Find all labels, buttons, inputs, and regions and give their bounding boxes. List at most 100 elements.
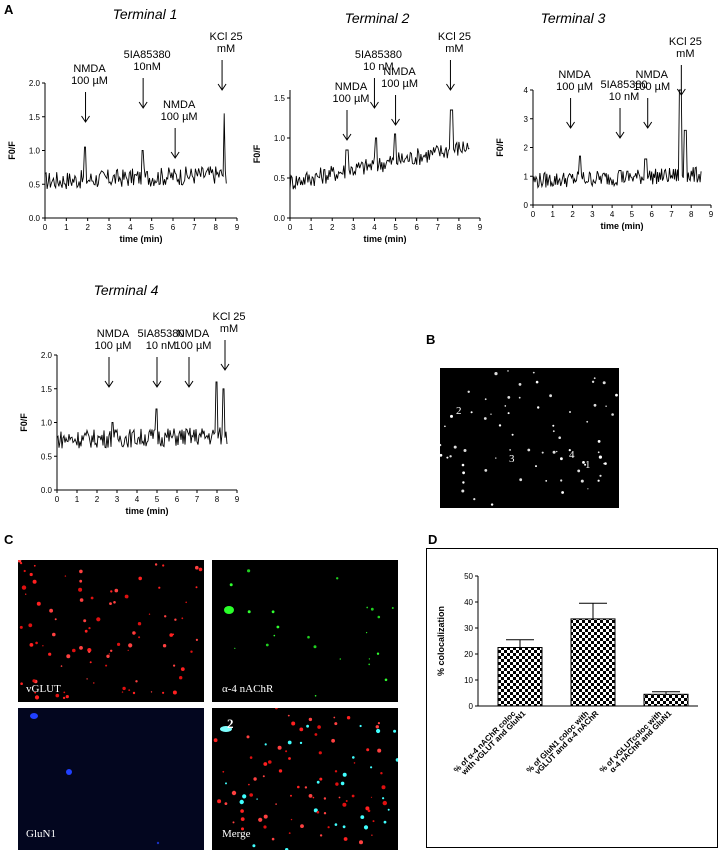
fluorescent-puncta (318, 751, 322, 755)
x-tick-label: 2 (85, 223, 90, 232)
y-tick-label: 1.0 (274, 134, 286, 143)
fluorescent-puncta (582, 461, 585, 464)
glun1-channel-image: GluN1 (18, 708, 204, 850)
fluorescent-puncta (253, 777, 257, 781)
fluorescent-puncta (137, 622, 142, 626)
y-tick-label: 1 (524, 172, 529, 181)
category-label: % of vGLUTcoloc with (598, 709, 664, 775)
x-tick-label: 9 (709, 210, 714, 219)
stimulus-annotation-label: 5IA85380 (137, 328, 184, 340)
bar (497, 647, 543, 707)
fluorescent-puncta (32, 679, 36, 683)
y-tick-label: 2 (524, 144, 529, 153)
fluorescent-puncta (247, 569, 251, 573)
category-label: with vGLUT and GluN1 (459, 709, 528, 778)
fluorescent-puncta (52, 632, 56, 637)
x-tick-label: 2 (330, 223, 335, 232)
fluorescent-puncta (229, 583, 233, 587)
fluorescent-puncta (308, 794, 313, 798)
fluorescent-puncta (334, 770, 338, 773)
x-tick-label: 1 (75, 495, 80, 504)
stimulus-arrow-head (446, 83, 455, 91)
y-tick-label: 2.0 (41, 351, 53, 360)
fluorescent-puncta (106, 654, 110, 658)
fluorescent-puncta (247, 610, 251, 614)
x-tick-label: 0 (288, 223, 293, 232)
fluorescent-puncta (19, 625, 23, 629)
fluorescence-trace (56, 381, 228, 449)
y-tick-label: 20 (464, 650, 473, 659)
fluorescent-puncta (615, 393, 618, 397)
fluorescent-puncta (110, 590, 113, 593)
x-axis-label: time (min) (600, 221, 643, 231)
stimulus-arrow-head (170, 151, 180, 159)
fluorescent-puncta (173, 664, 176, 667)
fluorescent-puncta (561, 491, 564, 494)
fluorescent-puncta (268, 760, 272, 764)
stimulus-annotation-label: 100 µM (95, 340, 132, 352)
fluorescent-puncta (504, 405, 507, 407)
fluorescent-puncta (537, 406, 540, 409)
vglut-label: vGLUT (26, 683, 61, 695)
panel-label-d: D (428, 532, 438, 547)
panel-label-c: C (4, 532, 14, 547)
fluorescent-puncta (377, 748, 382, 753)
fluorescent-puncta (366, 632, 368, 634)
fluorescent-puncta (375, 725, 379, 729)
fluorescent-puncta (198, 567, 203, 572)
fluorescent-puncta (473, 498, 476, 501)
fluorescent-puncta (366, 748, 370, 752)
fluorescent-puncta (30, 713, 38, 719)
fluorescent-puncta (360, 815, 365, 819)
x-tick-label: 5 (149, 223, 154, 232)
fluorescent-puncta (323, 797, 327, 800)
fluorescent-puncta (382, 800, 387, 806)
stimulus-annotation-label: NMDA (558, 69, 591, 81)
y-tick-label: 0 (469, 702, 474, 711)
fluorescent-puncta (134, 632, 137, 634)
x-axis-label: time (min) (363, 234, 406, 244)
x-tick-label: 1 (309, 223, 314, 232)
fluorescent-puncta (560, 479, 563, 482)
x-tick-label: 6 (649, 210, 654, 219)
panel-label-b: B (426, 332, 436, 347)
y-tick-label: 1.5 (274, 94, 286, 103)
fluorescent-puncta (127, 649, 129, 651)
fluorescent-puncta (507, 412, 510, 415)
fluorescent-puncta (518, 383, 522, 386)
fluorescent-puncta (299, 727, 304, 732)
x-tick-label: 0 (531, 210, 536, 219)
stimulus-arrow-head (643, 121, 653, 129)
stimulus-arrow-head (138, 101, 148, 109)
fluorescent-puncta (580, 479, 584, 483)
fluorescent-puncta (307, 635, 310, 639)
fluorescent-puncta (331, 738, 335, 743)
fluorescent-puncta (72, 648, 76, 653)
fluorescent-puncta (84, 629, 88, 633)
fluorescent-puncta (275, 803, 277, 805)
fluorescent-puncta (312, 796, 315, 799)
y-tick-label: 3 (524, 115, 529, 124)
fluorescent-puncta (90, 596, 94, 600)
fluorescent-puncta (352, 756, 355, 759)
fluorescent-puncta (117, 642, 121, 646)
fluorescent-puncta (463, 449, 467, 452)
stimulus-annotation-label: 100 µM (175, 340, 212, 352)
fluorescent-puncta (20, 682, 23, 685)
fluorescent-puncta (34, 695, 40, 700)
fluorescence-trace (289, 109, 470, 190)
stimulus-arrow-head (184, 380, 194, 388)
stimulus-annotation-label: mM (676, 48, 694, 60)
x-tick-label: 6 (414, 223, 419, 232)
stimulus-annotation-label: NMDA (73, 63, 106, 75)
fluorescent-puncta (114, 588, 119, 593)
stimulus-annotation-label: KCl 25 (438, 31, 471, 43)
fluorescent-puncta (316, 810, 320, 814)
fluorescence-trace (532, 89, 702, 189)
fluorescent-puncta (113, 601, 116, 604)
fluorescent-puncta (383, 820, 387, 824)
fluorescent-puncta (174, 618, 177, 621)
fluorescent-puncta (224, 802, 228, 805)
fluorescent-puncta (263, 814, 268, 819)
fluorescent-puncta (611, 413, 614, 416)
